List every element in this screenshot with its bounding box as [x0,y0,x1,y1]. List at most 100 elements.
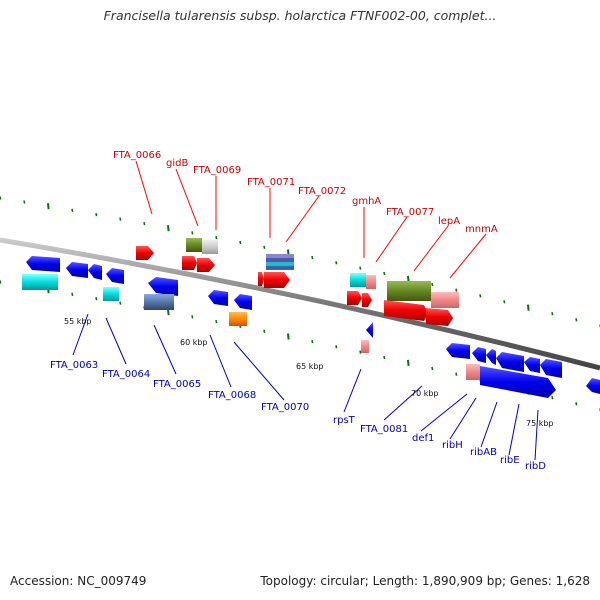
top-track-tick [359,266,362,270]
label-fta-0068: FTA_0068 [208,390,256,401]
bottom-track-tick [215,319,218,324]
label-fta-0081: FTA_0081 [360,424,408,435]
gene-fta-0064b [88,264,102,280]
bottom-track-tick [287,333,290,340]
bottom-track-tick [431,366,434,371]
gene-rpst-pink [361,340,369,353]
bottom-track-tick [95,297,98,301]
gene-fta-0081-pink [466,364,480,380]
gene-fta-0069a [182,256,197,270]
gene-gidb [186,238,202,252]
gene-mnma [431,292,459,308]
leader-lines-top [135,160,487,279]
gene-fta-0064d [103,287,119,301]
top-track-tick [407,275,410,282]
top-track-tick [215,235,218,240]
genome-summary-text: Topology: circular; Length: 1,890,909 bp… [260,574,590,588]
scale-label-70: 70 kbp [411,389,439,398]
bottom-track-tick [167,309,170,316]
gene-fta-0081b [472,347,486,363]
scale-label-60: 60 kbp [180,338,208,347]
scale-labels: 55 kbp 60 kbp 65 kbp 70 kbp 75 kbp [64,317,554,428]
top-track-tick [95,213,98,217]
top-track-tick [119,217,122,221]
gene-gidb-pseudo [202,240,218,254]
gene-fta-0071a [266,254,294,258]
gene-fta-0071b [266,258,294,262]
gene-fta-0068a [208,290,228,306]
genome-backbone [0,237,600,371]
top-track-tick [503,300,506,304]
gene-rpst-blue [366,322,373,338]
bottom-track-tick [383,355,386,360]
bottom-track-tick [407,359,410,366]
top-track-tick [383,271,386,276]
label-fta-0072: FTA_0072 [298,186,346,197]
gene-ribab [524,357,540,373]
label-rpst: rpsT [333,415,356,426]
bottom-track-tick [311,339,314,344]
top-track-tick [239,240,242,245]
gene-ribe [540,359,562,378]
gene-fta-0072b [264,272,290,288]
gene-lepa [387,281,431,301]
top-track-tick [191,231,194,235]
top-track-tick [551,312,554,316]
gene-gmha-cyan [350,273,366,287]
top-track-tick [167,225,170,232]
label-mnma: mnmA [465,224,498,235]
scale-label-65: 65 kbp [296,362,324,371]
top-track-tick [143,221,146,226]
top-track-tick [431,282,434,287]
bottom-track-tick [335,345,338,349]
gene-gmha-pink [366,275,376,289]
top-track-tick [335,261,338,265]
gene-def1 [486,349,496,365]
gene-fta-0071c [266,262,294,266]
top-track-tick [479,294,482,298]
tick-track-top [0,196,600,328]
gene-lepa-red [384,300,428,321]
gene-fta-0081a [446,343,470,359]
bottom-track-tick [191,315,194,319]
reverse-genes [22,256,600,398]
gene-labels-top: FTA_0066 gidB FTA_0069 FTA_0071 FTA_0072… [113,150,498,235]
bottom-track-tick [359,350,362,354]
map-title: Francisella tularensis subsp. holarctica… [103,8,497,23]
label-fta-0065: FTA_0065 [153,379,201,390]
top-track-tick [455,288,458,292]
gene-fta-0065a [148,277,178,296]
gene-fta-0063a [26,256,60,272]
gene-ribh [496,352,524,372]
scale-label-55: 55 kbp [64,317,92,326]
gene-fta-0077a [347,291,362,305]
gene-fta-0065b [144,294,174,310]
label-ribd: ribD [525,461,546,472]
gene-fta-0066 [136,246,154,260]
gene-fta-0064c [106,268,124,284]
forward-genes [136,238,459,326]
gene-labels-bottom: FTA_0063 FTA_0064 FTA_0065 FTA_0068 FTA_… [50,360,546,472]
label-fta-0070: FTA_0070 [261,402,309,413]
label-gidb: gidB [166,158,188,169]
label-ribab: ribAB [470,447,497,458]
label-fta-0066: FTA_0066 [113,150,161,161]
gene-fta-0072a [258,272,264,286]
top-track-tick [23,200,26,204]
label-fta-0077: FTA_0077 [386,207,434,218]
top-track-tick [0,196,2,200]
bottom-track-tick [551,396,554,400]
top-track-tick [47,203,50,210]
bottom-track-tick [71,292,74,297]
gene-fta-0077b [362,293,372,307]
label-lepa: lepA [438,216,460,227]
gene-fta-0063b [22,274,58,290]
gene-fta-0069b [197,258,215,272]
top-track-tick [311,255,314,260]
gene-edge [586,378,600,394]
label-fta-0069: FTA_0069 [193,165,241,176]
accession-text: Accession: NC_009749 [10,574,147,588]
gene-fta-0070 [229,312,247,326]
bottom-track-tick [0,280,2,284]
